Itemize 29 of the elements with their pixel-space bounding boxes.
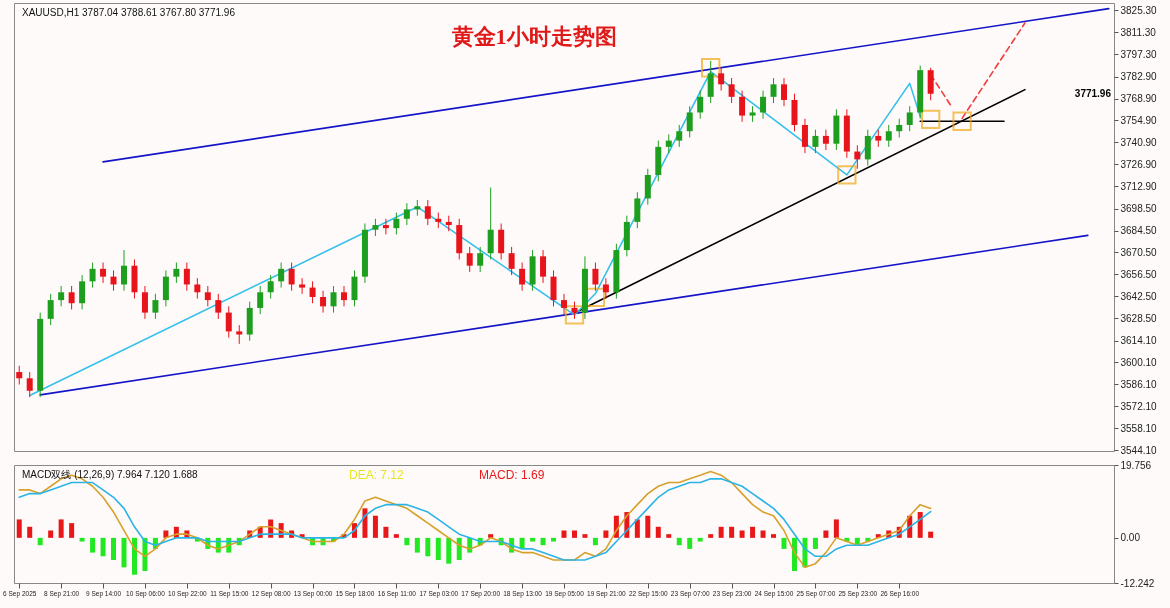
annotation: MACD: 1.69	[479, 468, 545, 482]
y-tick-label: 19.756	[1120, 459, 1152, 471]
y-tick-label: 3811.30	[1120, 26, 1157, 38]
y-tick-label: 3740.90	[1120, 136, 1158, 148]
y-tick-label: 3825.30	[1120, 4, 1158, 16]
y-tick-label: 3726.90	[1120, 158, 1158, 170]
y-tick-label: 3656.50	[1120, 268, 1158, 280]
y-tick-label: 3684.50	[1120, 225, 1158, 237]
y-tick-label: 3572.10	[1120, 400, 1158, 412]
y-tick-label: 3670.50	[1120, 246, 1158, 258]
y-tick-label: 3642.50	[1120, 290, 1158, 302]
y-tick-label: 0.00	[1120, 532, 1141, 544]
y-tick-label: 3698.50	[1120, 203, 1158, 215]
y-tick-label: 3628.50	[1120, 312, 1158, 324]
y-tick-label: 3754.90	[1120, 114, 1158, 126]
y-tick-label: 3586.10	[1120, 378, 1158, 390]
y-tick-label: 3768.90	[1120, 93, 1158, 105]
text: 黄金1小时走势图	[450, 24, 617, 49]
y-tick-label: 3600.10	[1120, 356, 1158, 368]
annotation: 3771.96	[1074, 88, 1112, 99]
y-tick-label: 3544.10	[1120, 444, 1158, 456]
annotation: XAUUSD,H1 3787.04 3788.61 3767.80 3771.96	[22, 7, 236, 18]
y-tick-label: 3797.30	[1120, 48, 1158, 60]
annotation: DEA: 7.12	[349, 468, 405, 482]
y-tick-label: 3782.90	[1120, 71, 1158, 83]
y-tick-label: 3614.10	[1120, 335, 1158, 347]
y-tick-label: 3558.10	[1120, 422, 1158, 434]
y-tick-label: -12.242	[1120, 577, 1155, 589]
y-tick-label: 3712.90	[1120, 180, 1158, 192]
